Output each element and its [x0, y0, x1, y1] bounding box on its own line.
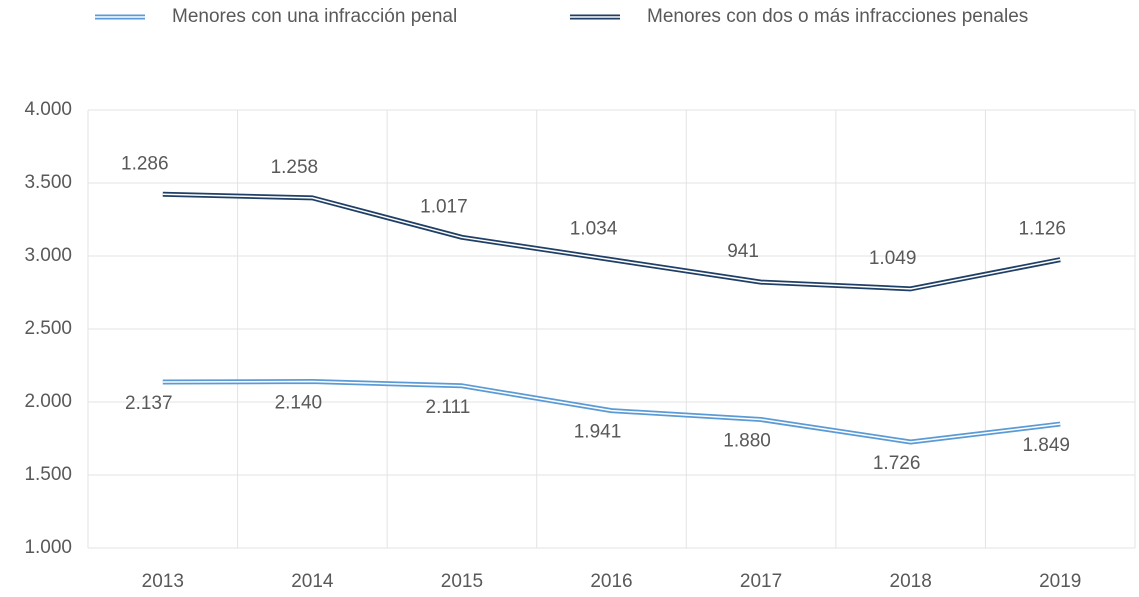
y-tick-label: 1.500: [24, 464, 72, 485]
data-label: 1.286: [121, 153, 169, 174]
x-tick-label: 2019: [1039, 571, 1081, 592]
data-label: 2.137: [125, 393, 173, 414]
data-label: 1.126: [1018, 219, 1066, 240]
y-tick-label: 2.000: [24, 391, 72, 412]
x-tick-label: 2013: [142, 571, 184, 592]
x-tick-label: 2017: [740, 571, 782, 592]
x-tick-label: 2018: [890, 571, 932, 592]
y-tick-label: 4.000: [24, 99, 72, 120]
data-label: 1.880: [723, 431, 771, 452]
x-tick-label: 2015: [441, 571, 483, 592]
legend-label: Menores con dos o más infracciones penal…: [647, 6, 1028, 27]
x-tick-label: 2014: [291, 571, 334, 592]
data-label: 2.111: [426, 397, 471, 418]
series-line: [162, 191, 1061, 292]
series-line-inner: [162, 380, 1061, 443]
data-label: 941: [727, 241, 759, 262]
y-tick-label: 2.500: [24, 318, 72, 339]
data-label: 1.034: [570, 219, 618, 240]
data-label: 1.941: [574, 422, 622, 443]
legend-label: Menores con una infracción penal: [172, 6, 457, 27]
data-label: 1.049: [869, 248, 917, 269]
series-line-inner: [162, 193, 1061, 290]
data-label: 1.258: [271, 157, 319, 178]
y-tick-label: 1.000: [24, 537, 72, 558]
data-label: 1.017: [420, 196, 468, 217]
data-label: 1.849: [1022, 435, 1070, 456]
y-tick-label: 3.500: [24, 172, 72, 193]
data-label: 2.140: [275, 393, 323, 414]
x-tick-label: 2016: [590, 571, 632, 592]
y-tick-label: 3.000: [24, 245, 72, 266]
data-label: 1.726: [873, 453, 921, 474]
